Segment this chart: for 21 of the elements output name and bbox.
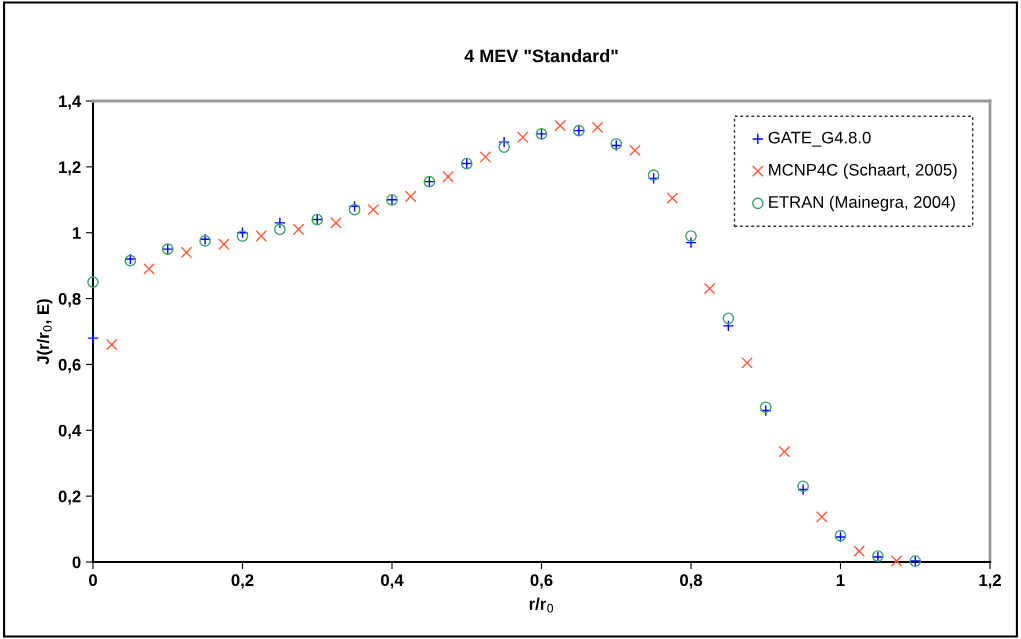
- y-tick-label: 0,2: [58, 490, 81, 505]
- x-tick-label: 0,2: [231, 574, 254, 589]
- x-tick-label: 0,6: [530, 574, 553, 589]
- x-tick-label: 1,2: [979, 574, 1001, 589]
- legend-label: MCNP4C (Schaart, 2005): [769, 163, 957, 179]
- x-tick-label: 0,4: [381, 574, 404, 589]
- y-tick-label: 1,4: [59, 95, 82, 110]
- y-tick-label: 0,6: [58, 358, 81, 374]
- x-tick-label: 0: [89, 574, 97, 587]
- legend-label: ETRAN (Mainegra, 2004): [769, 195, 955, 212]
- y-tick-label: 1,2: [59, 161, 81, 176]
- x-tick-label: 1: [836, 574, 845, 586]
- legend-label: GATE_G4.8.0: [768, 131, 871, 147]
- y-tick-label: 0: [72, 556, 81, 569]
- x-axis-title: r/r$_{0}$: [529, 597, 554, 613]
- y-axis-title: J(r/r$_{0}$, E): [36, 299, 53, 365]
- x-tick-label: 0,8: [680, 574, 703, 589]
- chart-title: 4 MEV "Standard": [464, 49, 618, 63]
- y-tick-label: 0,8: [58, 292, 81, 308]
- y-tick-label: 0,4: [58, 424, 82, 439]
- y-tick-label: 1: [72, 227, 81, 239]
